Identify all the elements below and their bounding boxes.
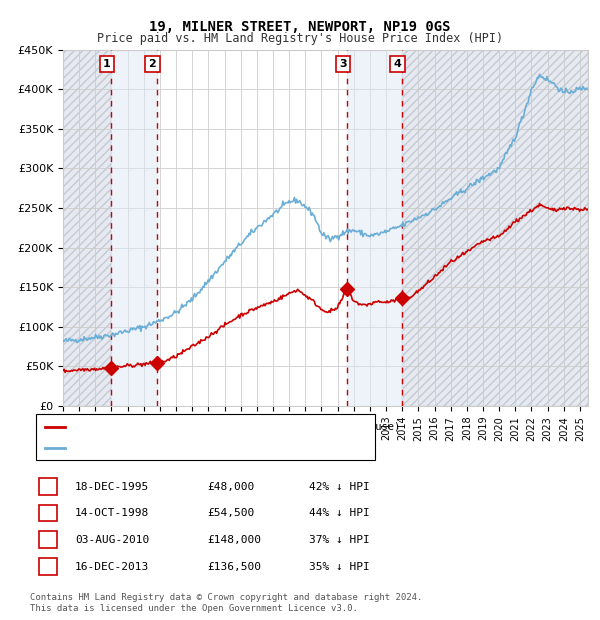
Text: 3: 3: [44, 535, 52, 545]
Bar: [111, 50, 157, 406]
Bar: [63, 50, 111, 406]
Text: 18-DEC-1995: 18-DEC-1995: [75, 482, 149, 492]
Text: 1: 1: [44, 482, 52, 492]
Text: 16-DEC-2013: 16-DEC-2013: [75, 562, 149, 572]
Text: 35% ↓ HPI: 35% ↓ HPI: [309, 562, 370, 572]
Bar: [401, 50, 588, 406]
Text: 19, MILNER STREET, NEWPORT, NP19 0GS (detached house): 19, MILNER STREET, NEWPORT, NP19 0GS (de…: [69, 422, 400, 432]
Text: HPI: Average price, detached house, Newport: HPI: Average price, detached house, Newp…: [69, 443, 338, 453]
Text: 14-OCT-1998: 14-OCT-1998: [75, 508, 149, 518]
Text: £48,000: £48,000: [207, 482, 254, 492]
Text: Price paid vs. HM Land Registry's House Price Index (HPI): Price paid vs. HM Land Registry's House …: [97, 32, 503, 45]
Text: 42% ↓ HPI: 42% ↓ HPI: [309, 482, 370, 492]
Bar: [63, 50, 111, 406]
Text: 1: 1: [103, 59, 110, 69]
Text: £136,500: £136,500: [207, 562, 261, 572]
Text: 19, MILNER STREET, NEWPORT, NP19 0GS: 19, MILNER STREET, NEWPORT, NP19 0GS: [149, 20, 451, 34]
Text: 37% ↓ HPI: 37% ↓ HPI: [309, 535, 370, 545]
Text: 2: 2: [44, 508, 52, 518]
Text: 4: 4: [394, 59, 401, 69]
Text: 03-AUG-2010: 03-AUG-2010: [75, 535, 149, 545]
Text: 4: 4: [44, 562, 52, 572]
Text: Contains HM Land Registry data © Crown copyright and database right 2024.
This d: Contains HM Land Registry data © Crown c…: [30, 593, 422, 613]
Text: 44% ↓ HPI: 44% ↓ HPI: [309, 508, 370, 518]
Text: 3: 3: [339, 59, 347, 69]
Text: 2: 2: [149, 59, 157, 69]
Bar: [401, 50, 588, 406]
Bar: [347, 50, 401, 406]
Text: £54,500: £54,500: [207, 508, 254, 518]
Text: £148,000: £148,000: [207, 535, 261, 545]
